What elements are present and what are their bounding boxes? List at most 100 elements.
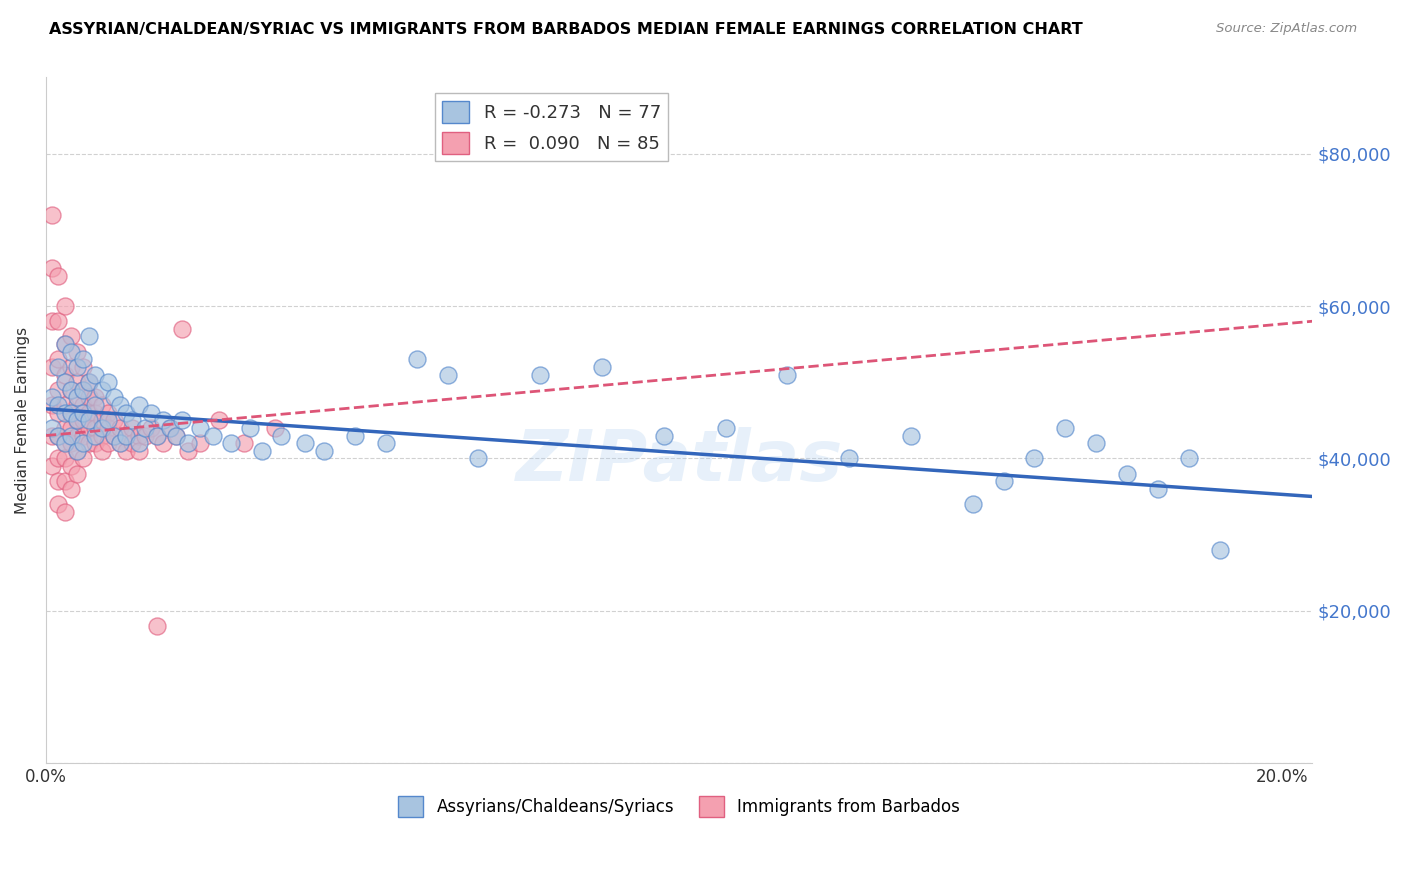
Point <box>165 428 187 442</box>
Point <box>41 208 63 222</box>
Point <box>72 352 94 367</box>
Point <box>128 398 150 412</box>
Point <box>103 428 125 442</box>
Point <box>152 413 174 427</box>
Point <box>46 451 69 466</box>
Point <box>59 406 82 420</box>
Point <box>53 398 76 412</box>
Point <box>41 260 63 275</box>
Point <box>405 352 427 367</box>
Point <box>776 368 799 382</box>
Point <box>159 421 181 435</box>
Point <box>41 314 63 328</box>
Point <box>343 428 366 442</box>
Point <box>1209 542 1232 557</box>
Point <box>72 428 94 442</box>
Point <box>90 428 112 442</box>
Point <box>59 329 82 343</box>
Point <box>41 391 63 405</box>
Point <box>53 337 76 351</box>
Point <box>77 391 100 405</box>
Point <box>72 383 94 397</box>
Point <box>652 428 675 442</box>
Point <box>66 443 89 458</box>
Point <box>77 406 100 420</box>
Point <box>66 413 89 427</box>
Point <box>529 368 551 382</box>
Point <box>77 413 100 427</box>
Point <box>53 337 76 351</box>
Point <box>134 421 156 435</box>
Point <box>90 421 112 435</box>
Point <box>97 375 120 389</box>
Point <box>294 436 316 450</box>
Point <box>84 406 107 420</box>
Point <box>53 368 76 382</box>
Point <box>59 383 82 397</box>
Point <box>77 375 100 389</box>
Point <box>72 413 94 427</box>
Point <box>97 406 120 420</box>
Point <box>46 406 69 420</box>
Point <box>1178 451 1201 466</box>
Point <box>66 359 89 374</box>
Point <box>139 421 162 435</box>
Point <box>59 406 82 420</box>
Point <box>46 352 69 367</box>
Point <box>72 359 94 374</box>
Point <box>467 451 489 466</box>
Point <box>115 406 138 420</box>
Point <box>714 421 737 435</box>
Point <box>84 398 107 412</box>
Point <box>121 421 143 435</box>
Point <box>46 398 69 412</box>
Point <box>128 428 150 442</box>
Text: ZIPatlas: ZIPatlas <box>516 427 842 496</box>
Point <box>190 436 212 450</box>
Point <box>66 428 89 442</box>
Point <box>436 368 458 382</box>
Point <box>72 406 94 420</box>
Point <box>46 383 69 397</box>
Point <box>84 421 107 435</box>
Point <box>84 368 107 382</box>
Point <box>77 375 100 389</box>
Point <box>59 359 82 374</box>
Point <box>41 398 63 412</box>
Point <box>90 383 112 397</box>
Point <box>53 436 76 450</box>
Point <box>591 359 613 374</box>
Point <box>263 421 285 435</box>
Point <box>53 451 76 466</box>
Point <box>59 344 82 359</box>
Point <box>152 436 174 450</box>
Point <box>170 413 193 427</box>
Point <box>115 443 138 458</box>
Point <box>97 436 120 450</box>
Point <box>41 428 63 442</box>
Point <box>59 458 82 473</box>
Point <box>900 428 922 442</box>
Point <box>108 421 131 435</box>
Point <box>838 451 860 466</box>
Point <box>53 505 76 519</box>
Point <box>97 421 120 435</box>
Point <box>41 458 63 473</box>
Point <box>46 359 69 374</box>
Point <box>221 436 243 450</box>
Point <box>1116 467 1139 481</box>
Point <box>115 428 138 442</box>
Point <box>46 428 69 442</box>
Point <box>46 268 69 283</box>
Point <box>72 451 94 466</box>
Point <box>53 299 76 313</box>
Point <box>128 436 150 450</box>
Point <box>108 398 131 412</box>
Point <box>53 406 76 420</box>
Point <box>84 391 107 405</box>
Point <box>84 436 107 450</box>
Point <box>146 428 169 442</box>
Point <box>72 436 94 450</box>
Point <box>59 421 82 435</box>
Point <box>46 428 69 442</box>
